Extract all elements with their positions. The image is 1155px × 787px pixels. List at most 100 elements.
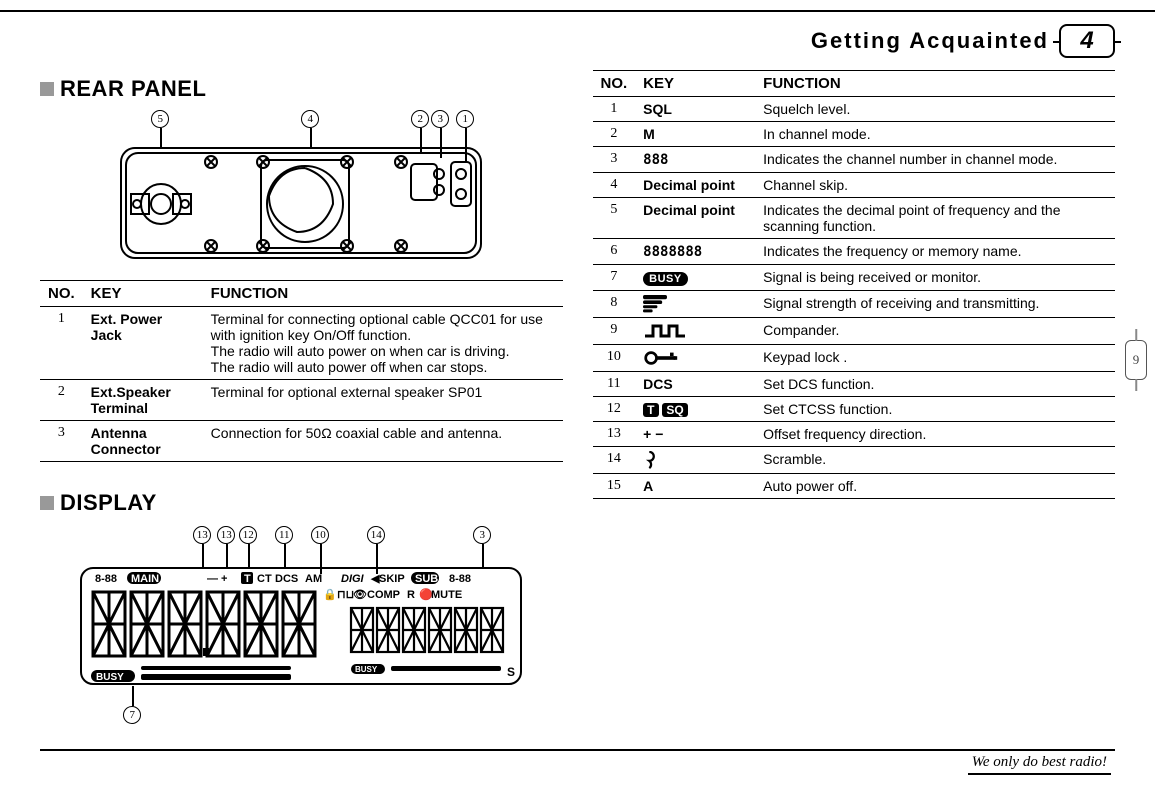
cell-no: 1 [40,307,83,380]
cell-function: Connection for 50Ω coaxial cable and ant… [203,421,563,462]
table-row: 3888Indicates the channel number in chan… [593,147,1116,173]
th-function: FUNCTION [203,281,563,307]
svg-text:CT: CT [257,573,272,585]
cell-function: Indicates the frequency or memory name. [755,239,1115,265]
cell-key [635,345,755,372]
bullet-icon [40,496,54,510]
table-row: 2Ext.SpeakerTerminalTerminal for optiona… [40,380,563,421]
svg-text:DIGI: DIGI [341,573,365,585]
cell-no: 12 [593,397,636,422]
cell-no: 11 [593,372,636,397]
display-table: NO. KEY FUNCTION 1SQLSquelch level.2MIn … [593,70,1116,499]
svg-text:— +: — + [207,573,227,585]
table-row: 3AntennaConnectorConnection for 50Ω coax… [40,421,563,462]
cell-no: 14 [593,447,636,474]
section-heading-display: DISPLAY [40,490,563,516]
table-row: 14 Scramble. [593,447,1116,474]
svg-text:BUSY: BUSY [355,665,378,674]
table-header-row: NO. KEY FUNCTION [593,71,1116,97]
table-row: 4Decimal pointChannel skip. [593,173,1116,198]
svg-text:T: T [244,573,251,585]
table-row: 1SQLSquelch level. [593,97,1116,122]
th-key: KEY [83,281,203,307]
cell-key: T SQ [635,397,755,422]
slogan: We only do best radio! [968,754,1111,775]
top-rule [0,10,1155,12]
cell-key: M [635,122,755,147]
th-no: NO. [40,281,83,307]
svg-text:⊓⊔: ⊓⊔ [337,589,354,601]
table-row: 12T SQSet CTCSS function. [593,397,1116,422]
table-row: 9Compander. [593,318,1116,345]
cell-key: Decimal point [635,173,755,198]
cell-key [635,291,755,318]
cell-no: 15 [593,474,636,499]
right-column: NO. KEY FUNCTION 1SQLSquelch level.2MIn … [593,70,1116,726]
page: Getting Acquainted 4 9 REAR PANEL 5 4 2 … [0,0,1155,787]
table-row: 1Ext. PowerJackTerminal for connecting o… [40,307,563,380]
bullet-icon [40,82,54,96]
cell-function: Keypad lock . [755,345,1115,372]
svg-text:S: S [507,665,515,679]
cell-key: A [635,474,755,499]
table-row: 8Signal strength of receiving and transm… [593,291,1116,318]
cell-function: Set CTCSS function. [755,397,1115,422]
cell-function: Auto power off. [755,474,1115,499]
rear-panel-svg [111,110,491,270]
cell-key: Ext. PowerJack [83,307,203,380]
cell-key: SQL [635,97,755,122]
svg-text:MUTE: MUTE [431,589,462,601]
cell-no: 3 [40,421,83,462]
cell-key: AntennaConnector [83,421,203,462]
cell-key: 8888888 [635,239,755,265]
cell-function: Indicates the channel number in channel … [755,147,1115,173]
svg-text:COMP: COMP [367,589,400,601]
cell-function: Scramble. [755,447,1115,474]
svg-text:R: R [407,589,415,601]
cell-no: 6 [593,239,636,265]
bottom-rule [40,749,1115,751]
svg-text:DCS: DCS [275,573,298,585]
th-key: KEY [635,71,755,97]
svg-text:🔒: 🔒 [323,588,337,601]
header-bar: Getting Acquainted 4 [811,24,1115,58]
page-title: Getting Acquainted [811,28,1049,54]
cell-function: In channel mode. [755,122,1115,147]
th-no: NO. [593,71,636,97]
svg-text:MAIN: MAIN [131,573,159,585]
cell-no: 3 [593,147,636,173]
cell-key: + − [635,422,755,447]
table-row: 5Decimal pointIndicates the decimal poin… [593,198,1116,239]
display-svg: 8-88 MAIN — + T CT DCS AM DIGI ◀ SKIP S [71,526,531,726]
cell-no: 7 [593,265,636,291]
chapter-badge: 4 [1059,24,1115,58]
section-heading-rear-panel: REAR PANEL [40,76,563,102]
cell-function: Offset frequency direction. [755,422,1115,447]
cell-no: 5 [593,198,636,239]
cell-no: 1 [593,97,636,122]
table-row: 7BUSYSignal is being received or monitor… [593,265,1116,291]
table-row: 11DCSSet DCS function. [593,372,1116,397]
svg-text:AM: AM [305,573,322,585]
section-title: REAR PANEL [60,76,206,102]
svg-text:SKIP: SKIP [379,573,405,585]
svg-text:👁: 👁 [353,589,367,601]
cell-function: Signal is being received or monitor. [755,265,1115,291]
table-row: 2MIn channel mode. [593,122,1116,147]
columns: REAR PANEL 5 4 2 3 1 [40,70,1115,726]
cell-function: Channel skip. [755,173,1115,198]
svg-text:SUB: SUB [415,573,438,585]
cell-no: 8 [593,291,636,318]
cell-key: 888 [635,147,755,173]
cell-key [635,318,755,345]
cell-key: DCS [635,372,755,397]
cell-function: Indicates the decimal point of frequency… [755,198,1115,239]
cell-key: BUSY [635,265,755,291]
left-column: REAR PANEL 5 4 2 3 1 [40,70,563,726]
cell-key [635,447,755,474]
cell-function: Squelch level. [755,97,1115,122]
table-row: 68888888Indicates the frequency or memor… [593,239,1116,265]
table-header-row: NO. KEY FUNCTION [40,281,563,307]
cell-no: 2 [40,380,83,421]
cell-no: 10 [593,345,636,372]
